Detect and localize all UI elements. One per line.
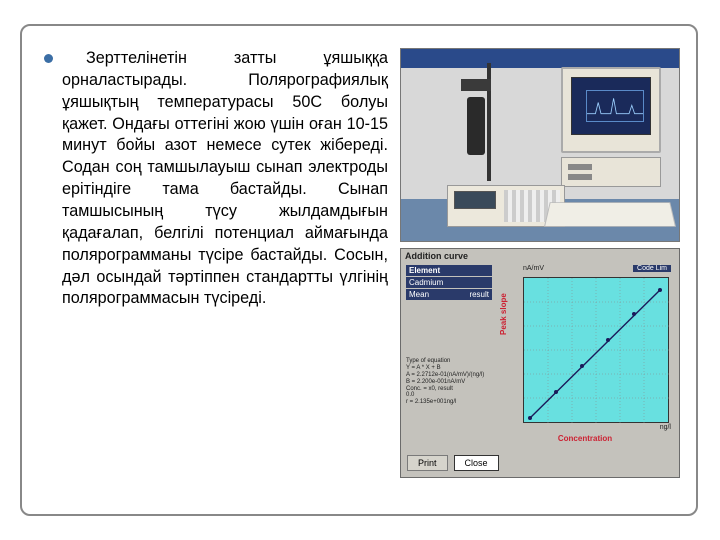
left-panel: Element Cadmium Mean result Type of equa… xyxy=(406,265,492,445)
data-point xyxy=(658,288,662,292)
pc-tower xyxy=(561,157,661,187)
polarogram-wave-icon xyxy=(586,90,644,122)
data-point xyxy=(528,416,532,420)
x-axis-label: Concentration xyxy=(497,434,673,443)
chart-legend: Code Lim xyxy=(633,265,671,272)
image-column: Addition curve Element Cadmium Mean resu… xyxy=(400,48,680,500)
slide-frame: Зерттелінетін затты ұяшыққа орналастырад… xyxy=(20,24,698,516)
content-row: Зерттелінетін затты ұяшыққа орналастырад… xyxy=(22,26,696,514)
y-unit: nA/mV xyxy=(523,265,544,272)
y-axis-label: Peak slope xyxy=(499,293,508,335)
data-point xyxy=(554,390,558,394)
body-paragraph: Зерттелінетін затты ұяшыққа орналастырад… xyxy=(44,48,388,310)
element-name: Cadmium xyxy=(409,278,443,287)
equipment-photo xyxy=(400,48,680,242)
element-row: Cadmium xyxy=(406,277,492,288)
crt-monitor xyxy=(561,67,661,153)
electrode-stand xyxy=(459,63,501,181)
equation-block: Type of equation Y = A * X + B A = 2.271… xyxy=(406,358,492,406)
software-window: Addition curve Element Cadmium Mean resu… xyxy=(400,248,680,478)
calibration-plot xyxy=(523,277,669,423)
keyboard xyxy=(544,202,676,227)
window-title: Addition curve xyxy=(405,251,468,261)
data-point xyxy=(632,312,636,316)
element-header: Element xyxy=(406,265,492,276)
print-button[interactable]: Print xyxy=(407,455,448,471)
calibration-line xyxy=(530,290,660,418)
data-point xyxy=(606,338,610,342)
button-row: Print Close xyxy=(407,455,499,471)
element-cols: Mean result xyxy=(406,289,492,300)
data-point xyxy=(580,364,584,368)
close-button[interactable]: Close xyxy=(454,455,499,471)
bullet-icon xyxy=(44,54,53,63)
text-column: Зерттелінетін затты ұяшыққа орналастырад… xyxy=(44,48,388,500)
chart-panel: nA/mV Code Lim Peak slope xyxy=(497,265,673,445)
x-unit: ng/l xyxy=(660,424,671,431)
